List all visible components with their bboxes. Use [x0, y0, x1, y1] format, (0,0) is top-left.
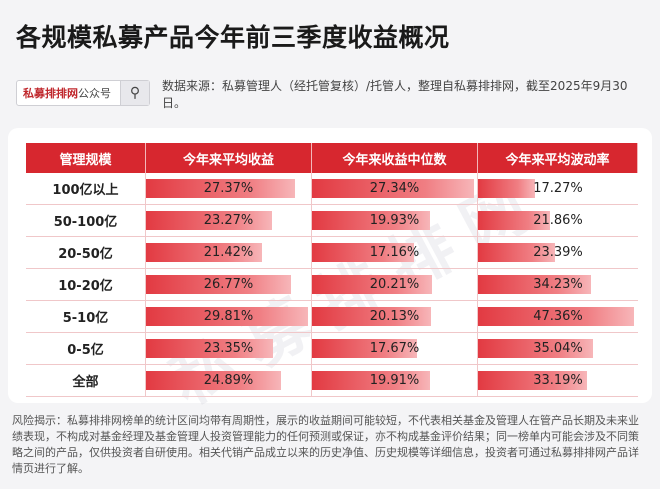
value-label: 35.04%: [533, 341, 583, 356]
value-label: 19.91%: [369, 373, 420, 388]
value-cell: 33.19%: [478, 365, 638, 397]
column-header: 今年来收益中位数: [312, 143, 478, 173]
value-cell: 20.13%: [312, 301, 478, 333]
value-label: 17.27%: [533, 181, 583, 196]
value-cell: 24.89%: [146, 365, 312, 397]
value-cell: 27.34%: [312, 173, 478, 205]
data-source-note: 数据来源：私募管理人（经托管复核）/托管人，整理自私募排排网，截至2025年9月…: [162, 79, 628, 110]
value-bar: [146, 371, 281, 390]
value-bar: [312, 307, 431, 326]
value-bar: [478, 275, 591, 294]
value-cell: 20.21%: [312, 269, 478, 301]
value-bar: [312, 339, 417, 358]
value-label: 23.39%: [533, 245, 583, 260]
value-bar: [312, 371, 430, 390]
value-bar: [478, 339, 593, 358]
value-cell: 23.35%: [146, 333, 312, 365]
value-cell: 17.27%: [478, 173, 638, 205]
value-cell: 23.39%: [478, 237, 638, 269]
row-label: 10-20亿: [26, 269, 146, 301]
value-label: 29.81%: [203, 309, 254, 324]
value-label: 23.35%: [203, 341, 254, 356]
row-label: 0-5亿: [26, 333, 146, 365]
search-icon: ⚲: [120, 81, 149, 105]
column-header: 今年来平均波动率: [478, 143, 638, 173]
value-label: 17.67%: [369, 341, 420, 356]
value-cell: 21.86%: [478, 205, 638, 237]
value-bar: [146, 307, 308, 326]
value-bar: [478, 371, 587, 390]
row-label: 50-100亿: [26, 205, 146, 237]
value-label: 34.23%: [533, 277, 583, 292]
value-bar: [146, 211, 272, 230]
value-bar: [146, 179, 295, 198]
value-bar: [478, 243, 555, 262]
value-cell: 19.91%: [312, 365, 478, 397]
value-label: 33.19%: [533, 373, 583, 388]
value-label: 17.16%: [369, 245, 420, 260]
row-label: 全部: [26, 365, 146, 397]
value-label: 27.37%: [203, 181, 254, 196]
value-bar: [312, 275, 432, 294]
value-label: 27.34%: [369, 181, 420, 196]
value-cell: 29.81%: [146, 301, 312, 333]
value-bar: [312, 243, 414, 262]
value-cell: 47.36%: [478, 301, 638, 333]
value-bar: [146, 339, 273, 358]
value-cell: 19.93%: [312, 205, 478, 237]
value-bar: [478, 179, 535, 198]
value-label: 47.36%: [533, 309, 583, 324]
value-cell: 23.27%: [146, 205, 312, 237]
row-label: 20-50亿: [26, 237, 146, 269]
value-cell: 21.42%: [146, 237, 312, 269]
value-cell: 26.77%: [146, 269, 312, 301]
page-title: 各规模私募产品今年前三季度收益概况: [16, 23, 450, 52]
value-label: 23.27%: [203, 213, 254, 228]
value-bar: [312, 179, 474, 198]
value-cell: 34.23%: [478, 269, 638, 301]
value-bar: [478, 307, 634, 326]
row-label: 5-10亿: [26, 301, 146, 333]
value-label: 20.21%: [369, 277, 420, 292]
value-label: 20.13%: [369, 309, 420, 324]
value-cell: 17.67%: [312, 333, 478, 365]
value-cell: 27.37%: [146, 173, 312, 205]
brand-search-box: 私募排排网公众号 ⚲: [16, 80, 150, 106]
value-bar: [146, 275, 291, 294]
value-label: 21.86%: [533, 213, 583, 228]
value-bar: [146, 243, 262, 262]
value-cell: 17.16%: [312, 237, 478, 269]
brand-logo: 私募排排网公众号: [23, 87, 111, 100]
value-bar: [312, 211, 430, 230]
column-header: 今年来平均收益: [146, 143, 312, 173]
returns-table: 管理规模 今年来平均收益 今年来收益中位数 今年来平均波动率 100亿以上 27.37% 2…: [26, 143, 638, 397]
value-cell: 35.04%: [478, 333, 638, 365]
value-label: 21.42%: [203, 245, 254, 260]
value-bar: [478, 211, 550, 230]
risk-disclosure: 风险揭示：私募排排网榜单的统计区间均带有周期性，展示的收益期间可能较短，不代表相…: [12, 414, 639, 475]
value-label: 24.89%: [203, 373, 254, 388]
value-label: 26.77%: [203, 277, 254, 292]
column-header: 管理规模: [26, 143, 146, 173]
row-label: 100亿以上: [26, 173, 146, 205]
value-label: 19.93%: [369, 213, 420, 228]
